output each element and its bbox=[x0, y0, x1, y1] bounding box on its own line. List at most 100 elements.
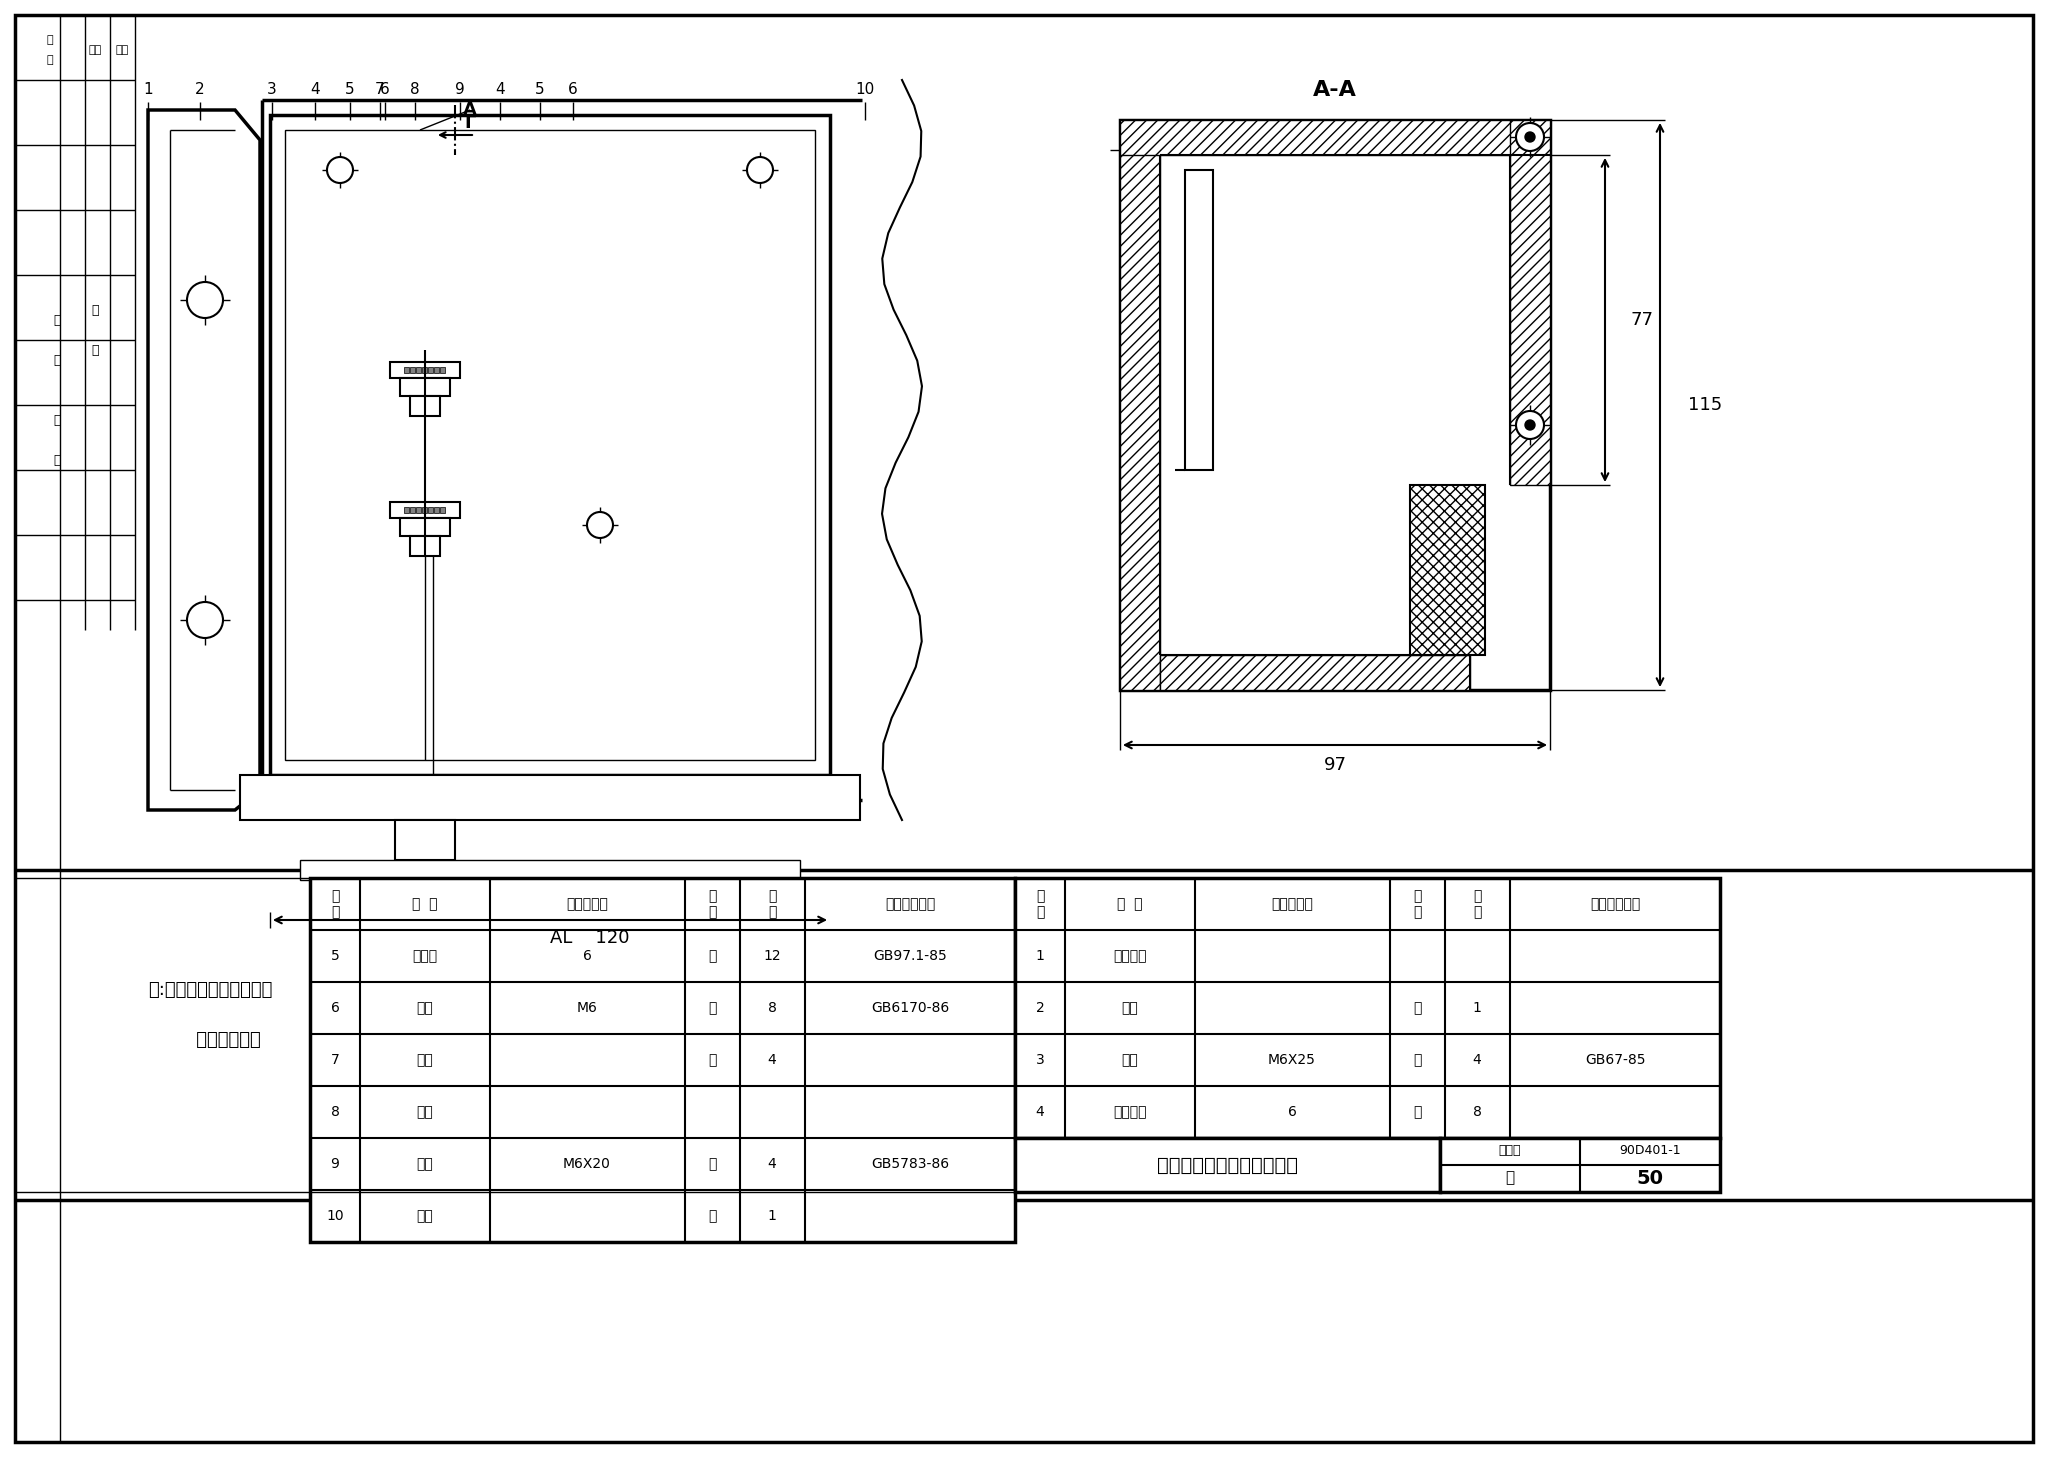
Text: 右壳: 右壳 bbox=[1122, 1001, 1139, 1016]
Text: 1: 1 bbox=[768, 1209, 776, 1222]
Text: 编
号: 编 号 bbox=[1036, 889, 1044, 919]
Circle shape bbox=[1516, 411, 1544, 439]
Text: 日期: 日期 bbox=[88, 45, 102, 55]
Text: A: A bbox=[463, 101, 477, 119]
Text: 4: 4 bbox=[768, 1157, 776, 1171]
Text: 签名: 签名 bbox=[115, 45, 129, 55]
Bar bbox=[309, 879, 1016, 1241]
Text: 制: 制 bbox=[53, 414, 61, 427]
Polygon shape bbox=[147, 109, 260, 810]
Text: 单
位: 单 位 bbox=[709, 889, 717, 919]
Bar bbox=[410, 507, 416, 513]
Bar bbox=[422, 367, 426, 373]
Text: 5: 5 bbox=[330, 949, 340, 963]
Bar bbox=[240, 775, 860, 820]
Text: GB67-85: GB67-85 bbox=[1585, 1053, 1645, 1067]
Text: 型号及规格: 型号及规格 bbox=[565, 898, 608, 911]
Text: 平垫圈: 平垫圈 bbox=[412, 949, 438, 963]
Bar bbox=[422, 507, 426, 513]
Text: 8: 8 bbox=[1473, 1104, 1481, 1119]
Text: 5: 5 bbox=[346, 83, 354, 98]
Bar bbox=[270, 115, 829, 775]
Text: 115: 115 bbox=[1688, 396, 1722, 414]
Text: 名  称: 名 称 bbox=[1118, 898, 1143, 911]
Text: 2: 2 bbox=[1036, 1001, 1044, 1016]
Bar bbox=[1440, 1138, 1720, 1192]
Circle shape bbox=[1526, 133, 1536, 141]
Circle shape bbox=[748, 157, 772, 184]
Text: 8: 8 bbox=[330, 1104, 340, 1119]
Text: 8: 8 bbox=[410, 83, 420, 98]
Text: 图集号: 图集号 bbox=[1499, 1145, 1522, 1157]
Text: 图号或标准号: 图号或标准号 bbox=[885, 898, 936, 911]
Bar bbox=[434, 507, 438, 513]
Bar bbox=[1120, 119, 1550, 691]
Circle shape bbox=[1526, 420, 1536, 430]
Text: 7: 7 bbox=[375, 83, 385, 98]
Bar bbox=[399, 519, 451, 536]
Text: 1: 1 bbox=[1036, 949, 1044, 963]
Bar bbox=[389, 361, 461, 377]
Text: 名  称: 名 称 bbox=[412, 898, 438, 911]
Bar bbox=[440, 507, 444, 513]
Text: 改: 改 bbox=[47, 55, 53, 66]
Bar bbox=[395, 820, 455, 860]
Bar bbox=[410, 367, 416, 373]
Circle shape bbox=[588, 511, 612, 538]
Text: 12: 12 bbox=[764, 949, 780, 963]
Text: 8: 8 bbox=[768, 1001, 776, 1016]
Circle shape bbox=[186, 283, 223, 318]
Bar bbox=[434, 367, 438, 373]
Text: 4: 4 bbox=[1036, 1104, 1044, 1119]
Text: 4: 4 bbox=[496, 83, 504, 98]
Text: 压板: 压板 bbox=[416, 1053, 434, 1067]
Text: 90D401-1: 90D401-1 bbox=[1620, 1145, 1681, 1157]
Bar bbox=[1186, 170, 1212, 471]
Text: 描: 描 bbox=[92, 303, 98, 316]
Bar bbox=[399, 377, 451, 396]
Polygon shape bbox=[1120, 119, 1159, 691]
Polygon shape bbox=[1159, 656, 1470, 691]
Text: 9: 9 bbox=[455, 83, 465, 98]
Text: 个: 个 bbox=[1413, 1001, 1421, 1016]
Text: GB5783-86: GB5783-86 bbox=[870, 1157, 948, 1171]
Text: 6: 6 bbox=[330, 1001, 340, 1016]
Text: 弹簧垫圈: 弹簧垫圈 bbox=[1114, 1104, 1147, 1119]
Text: 7: 7 bbox=[330, 1053, 340, 1067]
Bar bbox=[285, 130, 815, 761]
Text: 左壳: 左壳 bbox=[416, 1209, 434, 1222]
Text: 3: 3 bbox=[1036, 1053, 1044, 1067]
Text: 个: 个 bbox=[709, 949, 717, 963]
Text: 个: 个 bbox=[709, 1001, 717, 1016]
Text: 螺柱: 螺柱 bbox=[416, 1157, 434, 1171]
Text: 个: 个 bbox=[709, 1053, 717, 1067]
Text: 图: 图 bbox=[92, 344, 98, 357]
Text: 6: 6 bbox=[381, 83, 389, 98]
Text: 4: 4 bbox=[768, 1053, 776, 1067]
Text: 个: 个 bbox=[709, 1209, 717, 1222]
Text: 单
位: 单 位 bbox=[1413, 889, 1421, 919]
Text: 编
号: 编 号 bbox=[332, 889, 340, 919]
Text: 6: 6 bbox=[582, 949, 592, 963]
Text: GB97.1-85: GB97.1-85 bbox=[872, 949, 946, 963]
Bar bbox=[1409, 485, 1485, 656]
Text: 图号或标准号: 图号或标准号 bbox=[1589, 898, 1640, 911]
Text: 97: 97 bbox=[1323, 756, 1346, 774]
Text: 6: 6 bbox=[1288, 1104, 1296, 1119]
Text: AL    120: AL 120 bbox=[551, 930, 629, 947]
Text: 9: 9 bbox=[330, 1157, 340, 1171]
Bar bbox=[410, 536, 440, 557]
Text: 铜排: 铜排 bbox=[416, 1104, 434, 1119]
Text: 注:每个导管连接处都可以: 注:每个导管连接处都可以 bbox=[147, 981, 272, 1000]
Text: A-A: A-A bbox=[1313, 80, 1358, 101]
Text: 1: 1 bbox=[143, 83, 154, 98]
Bar bbox=[440, 367, 444, 373]
Text: 导管式安全滑触线导管连接: 导管式安全滑触线导管连接 bbox=[1157, 1155, 1298, 1174]
Text: 个: 个 bbox=[1413, 1053, 1421, 1067]
Text: 77: 77 bbox=[1630, 310, 1653, 329]
Text: 更: 更 bbox=[47, 35, 53, 45]
Text: 型号及规格: 型号及规格 bbox=[1272, 898, 1313, 911]
Text: GB6170-86: GB6170-86 bbox=[870, 1001, 948, 1016]
Text: 6: 6 bbox=[567, 83, 578, 98]
Text: 50: 50 bbox=[1636, 1169, 1663, 1187]
